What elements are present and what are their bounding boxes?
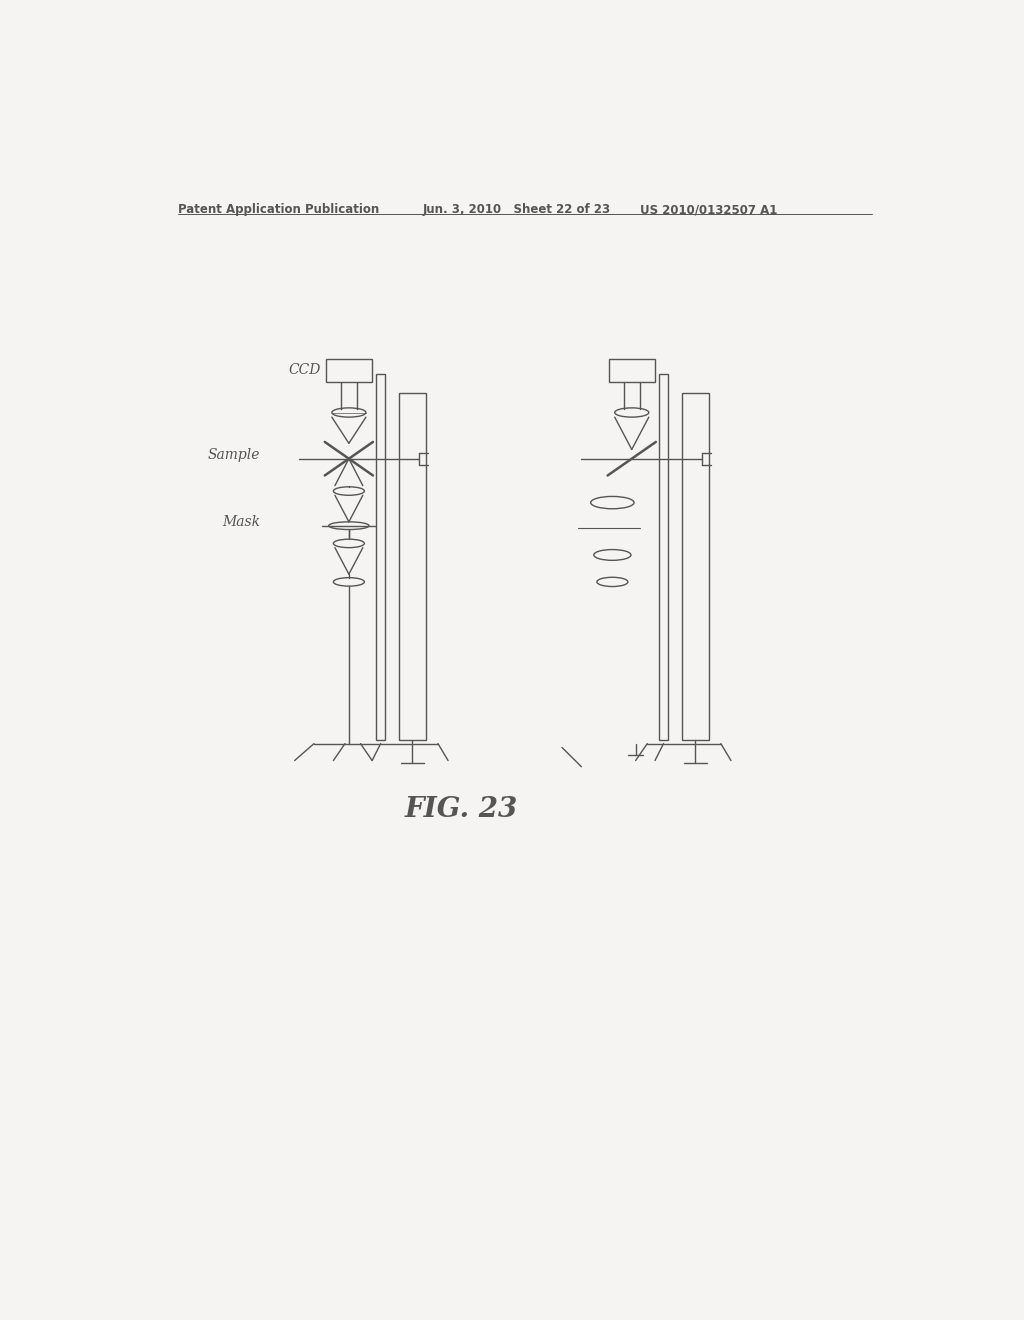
Text: US 2010/0132507 A1: US 2010/0132507 A1: [640, 203, 777, 216]
Bar: [399, 393, 426, 739]
Bar: [608, 359, 655, 381]
Text: FIG. 23: FIG. 23: [404, 796, 518, 822]
Text: CCD: CCD: [289, 363, 321, 378]
Text: Sample: Sample: [207, 447, 260, 462]
Bar: [376, 374, 385, 739]
Text: Jun. 3, 2010   Sheet 22 of 23: Jun. 3, 2010 Sheet 22 of 23: [423, 203, 610, 216]
Text: Patent Application Publication: Patent Application Publication: [178, 203, 380, 216]
Text: Mask: Mask: [222, 515, 260, 529]
Bar: [682, 393, 710, 739]
Bar: [326, 359, 372, 381]
Bar: [658, 374, 669, 739]
